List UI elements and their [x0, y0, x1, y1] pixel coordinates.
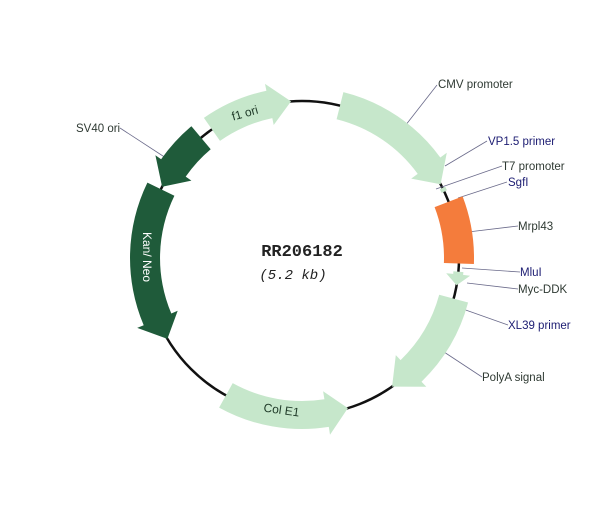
t7-promoter-label: T7 promoter	[502, 161, 565, 173]
leader-xl39-primer	[459, 307, 509, 326]
leader-sv40-ori	[119, 127, 167, 159]
sv40-ori-feature[interactable]	[155, 126, 211, 187]
leader-polya-signal	[440, 349, 483, 378]
plasmid-size: (5.2 kb)	[259, 268, 326, 284]
myc-ddk-label: Myc-DDK	[518, 284, 568, 296]
col-e1-feature[interactable]	[219, 383, 348, 435]
vp15-primer-label: VP1.5 primer	[488, 136, 555, 148]
col-e1-label: Col E1	[263, 401, 301, 420]
mrpl43-label: Mrpl43	[518, 221, 553, 233]
kan-neo-label: Kan/ Neo	[140, 232, 154, 282]
sgfi-label: SgfI	[508, 177, 528, 189]
leader-cmv-promoter	[404, 84, 438, 127]
xl39-primer-label: XL39 primer	[508, 320, 571, 332]
leader-mlui	[461, 267, 521, 273]
polya-signal-label: PolyA signal	[482, 372, 545, 384]
mlui-label: MluI	[520, 267, 542, 279]
leader-mrpl43	[467, 225, 519, 233]
cmv-promoter-feature[interactable]	[336, 92, 447, 185]
polya-signal-feature[interactable]	[392, 294, 469, 387]
leader-vp15-primer	[444, 140, 488, 167]
sv40-ori-label: SV40 ori	[76, 123, 120, 135]
plasmid-name: RR206182	[261, 243, 343, 262]
myc-ddk-feature[interactable]	[446, 271, 471, 286]
f1-ori-feature[interactable]	[203, 83, 291, 141]
leader-sgfi	[457, 181, 508, 199]
kan-neo-feature[interactable]	[130, 182, 178, 339]
t7-promoter-feature[interactable]	[439, 186, 447, 193]
leader-t7-promoter	[435, 165, 503, 190]
cmv-promoter-label: CMV promoter	[438, 79, 513, 91]
leader-myc-ddk	[466, 282, 519, 290]
mrpl43-insert-feature[interactable]	[434, 196, 475, 264]
